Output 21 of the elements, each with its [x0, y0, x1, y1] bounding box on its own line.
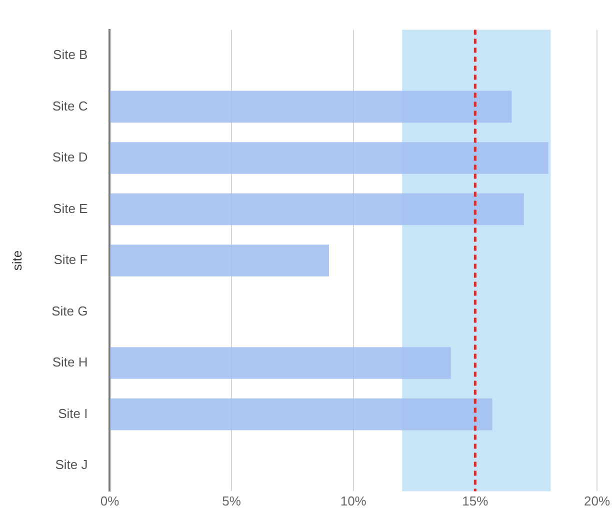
y-axis-title: site — [9, 250, 24, 271]
x-tick-label: 0% — [100, 494, 120, 509]
bar — [110, 347, 451, 379]
bar — [110, 398, 492, 430]
y-tick-label: Site J — [55, 457, 88, 472]
y-tick-label: Site H — [52, 354, 88, 370]
y-tick-label: Site C — [52, 98, 88, 114]
bar — [110, 244, 329, 276]
y-tick-label: Site I — [58, 406, 88, 421]
x-tick-label: 5% — [222, 494, 242, 509]
y-tick-label: Site E — [53, 200, 88, 216]
x-tick-label: 20% — [584, 494, 610, 509]
y-tick-label: Site D — [52, 150, 88, 165]
bar — [110, 142, 548, 174]
y-tick-label: Site F — [54, 252, 88, 268]
bar — [110, 90, 512, 123]
y-tick-label: Site G — [52, 303, 88, 318]
y-tick-label: Site B — [53, 47, 88, 62]
x-tick-label: 10% — [340, 494, 367, 509]
bar — [110, 193, 524, 226]
x-tick-label: 15% — [462, 494, 489, 509]
